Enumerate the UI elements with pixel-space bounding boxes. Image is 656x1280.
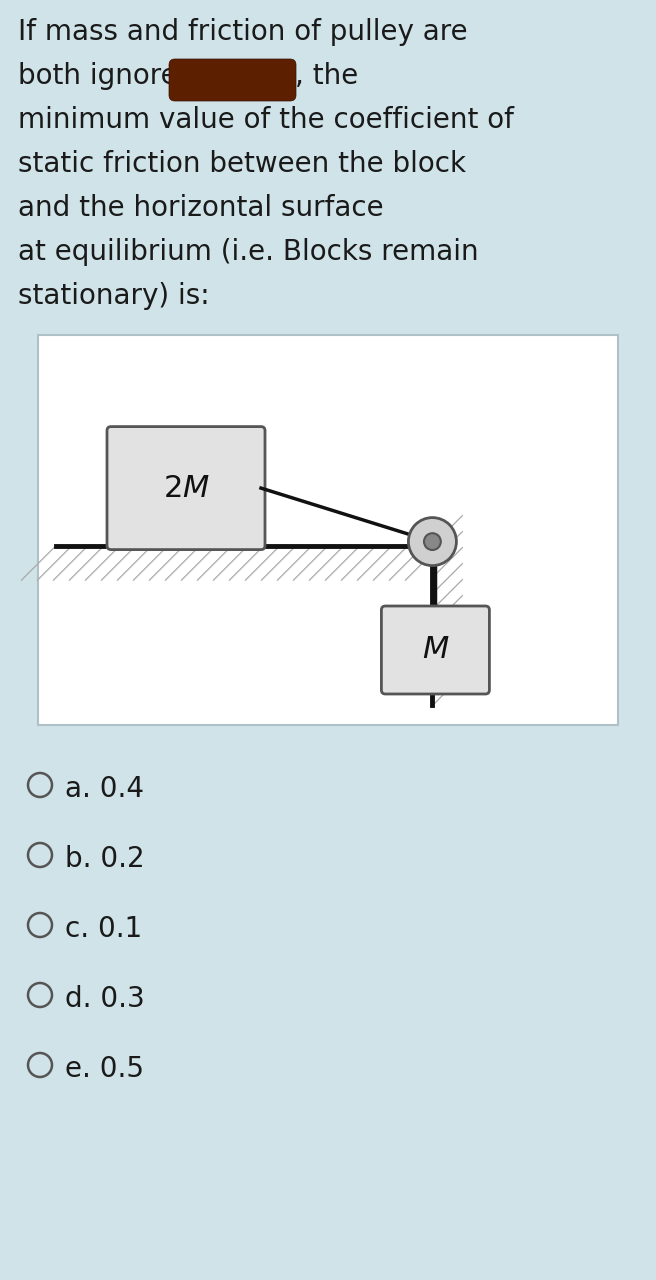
Text: at equilibrium (i.e. Blocks remain: at equilibrium (i.e. Blocks remain [18, 238, 479, 266]
FancyBboxPatch shape [107, 426, 265, 549]
FancyBboxPatch shape [381, 605, 489, 694]
Text: stationary) is:: stationary) is: [18, 282, 210, 310]
Circle shape [424, 534, 441, 550]
Text: and the horizontal surface: and the horizontal surface [18, 195, 384, 221]
Text: , the: , the [295, 61, 358, 90]
Text: d. 0.3: d. 0.3 [65, 986, 145, 1012]
Text: e. 0.5: e. 0.5 [65, 1055, 144, 1083]
Text: minimum value of the coefficient of: minimum value of the coefficient of [18, 106, 514, 134]
Text: b. 0.2: b. 0.2 [65, 845, 144, 873]
Circle shape [409, 517, 457, 566]
Text: If mass and friction of pulley are: If mass and friction of pulley are [18, 18, 468, 46]
Text: $2M$: $2M$ [163, 472, 209, 503]
FancyBboxPatch shape [169, 59, 296, 101]
Text: static friction between the block: static friction between the block [18, 150, 466, 178]
Text: c. 0.1: c. 0.1 [65, 915, 142, 943]
Text: $M$: $M$ [422, 635, 449, 666]
Text: both ignored: both ignored [18, 61, 195, 90]
Text: a. 0.4: a. 0.4 [65, 774, 144, 803]
Bar [38, 335, 618, 724]
